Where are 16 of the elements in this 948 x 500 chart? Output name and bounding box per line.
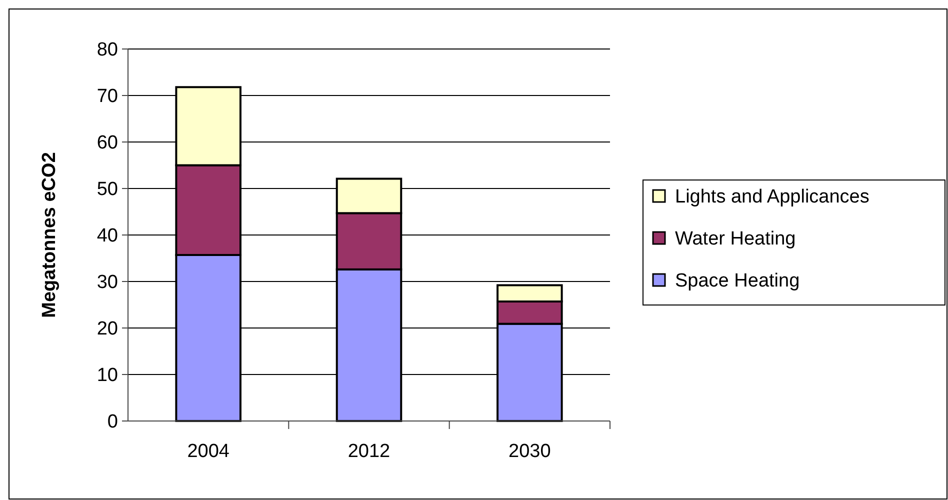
x-tick-label: 2030 <box>508 441 551 462</box>
y-tick-label: 50 <box>96 179 118 200</box>
y-tick-label: 40 <box>96 226 118 247</box>
legend-label: Lights and Applicances <box>675 186 870 208</box>
y-tick-label: 30 <box>96 272 118 294</box>
y-axis-title: Megatonnes eCO2 <box>39 152 60 318</box>
x-tick-label: 2004 <box>187 441 230 462</box>
x-tick-label: 2012 <box>348 441 390 462</box>
y-tick-label: 10 <box>96 365 118 386</box>
y-tick-label: 70 <box>96 86 118 108</box>
y-tick-label: 0 <box>107 412 118 433</box>
legend-label: Water Heating <box>675 228 796 250</box>
y-tick-label: 20 <box>96 318 118 340</box>
legend-label: Space Heating <box>675 270 800 292</box>
y-tick-label: 80 <box>96 40 118 61</box>
y-tick-label: 60 <box>96 132 118 154</box>
